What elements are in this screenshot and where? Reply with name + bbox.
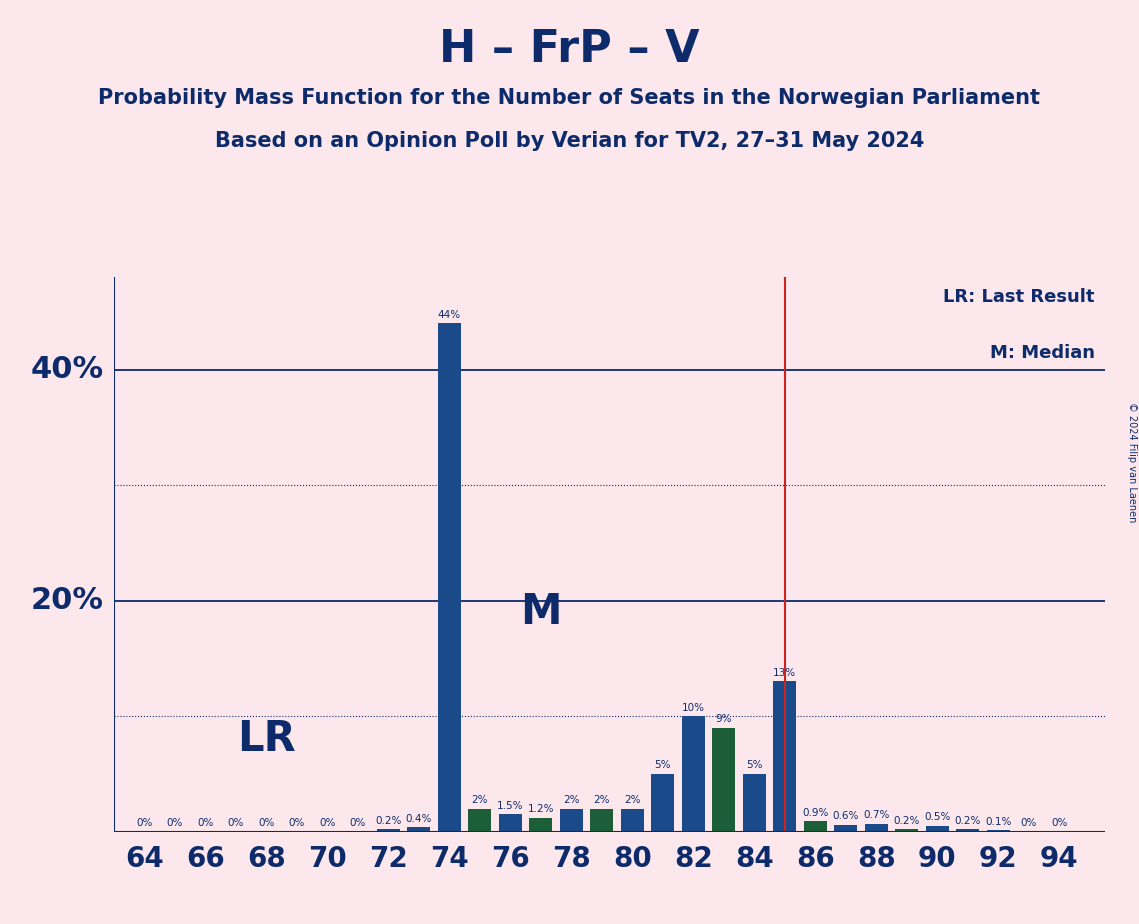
- Bar: [652, 774, 674, 832]
- Text: 1.2%: 1.2%: [527, 804, 554, 814]
- Text: 0.1%: 0.1%: [985, 817, 1011, 827]
- Text: 0%: 0%: [197, 818, 213, 828]
- Text: 0%: 0%: [350, 818, 366, 828]
- Bar: [468, 808, 491, 832]
- Text: 1.5%: 1.5%: [497, 801, 524, 811]
- Text: 0%: 0%: [288, 818, 305, 828]
- Text: © 2024 Filip van Laenen: © 2024 Filip van Laenen: [1126, 402, 1137, 522]
- Bar: [408, 827, 431, 832]
- Bar: [499, 814, 522, 832]
- Bar: [377, 830, 400, 832]
- Text: 9%: 9%: [715, 714, 732, 724]
- Text: 2%: 2%: [593, 795, 611, 805]
- Bar: [559, 808, 583, 832]
- Text: 2%: 2%: [624, 795, 640, 805]
- Text: 44%: 44%: [437, 310, 461, 320]
- Text: M: Median: M: Median: [990, 344, 1095, 361]
- Text: 0%: 0%: [1021, 818, 1036, 828]
- Text: 0.9%: 0.9%: [802, 808, 828, 818]
- Text: 0.4%: 0.4%: [405, 813, 432, 823]
- Bar: [743, 774, 765, 832]
- Bar: [986, 831, 1009, 832]
- Text: Based on an Opinion Poll by Verian for TV2, 27–31 May 2024: Based on an Opinion Poll by Verian for T…: [215, 131, 924, 152]
- Text: 5%: 5%: [746, 760, 762, 771]
- Bar: [865, 823, 887, 832]
- Text: 0%: 0%: [259, 818, 274, 828]
- Text: 0.2%: 0.2%: [954, 816, 981, 826]
- Bar: [834, 824, 857, 832]
- Text: LR: LR: [237, 718, 296, 760]
- Text: Probability Mass Function for the Number of Seats in the Norwegian Parliament: Probability Mass Function for the Number…: [98, 88, 1041, 108]
- Bar: [895, 830, 918, 832]
- Text: 2%: 2%: [472, 795, 487, 805]
- Text: 2%: 2%: [563, 795, 580, 805]
- Text: 0.2%: 0.2%: [375, 816, 402, 826]
- Text: 0.5%: 0.5%: [924, 812, 950, 822]
- Text: 0%: 0%: [228, 818, 244, 828]
- Bar: [590, 808, 613, 832]
- Text: 0%: 0%: [166, 818, 183, 828]
- Text: 0%: 0%: [319, 818, 336, 828]
- Bar: [956, 830, 980, 832]
- Bar: [682, 716, 705, 832]
- Text: 5%: 5%: [655, 760, 671, 771]
- Text: 0.7%: 0.7%: [863, 810, 890, 821]
- Text: H – FrP – V: H – FrP – V: [440, 28, 699, 71]
- Text: 0%: 0%: [137, 818, 153, 828]
- Text: 0.6%: 0.6%: [833, 811, 859, 821]
- Text: 0%: 0%: [1051, 818, 1067, 828]
- Text: 10%: 10%: [682, 702, 705, 712]
- Bar: [712, 728, 735, 832]
- Bar: [773, 682, 796, 832]
- Bar: [804, 821, 827, 832]
- Text: LR: Last Result: LR: Last Result: [943, 288, 1095, 306]
- Bar: [621, 808, 644, 832]
- Text: 13%: 13%: [773, 668, 796, 678]
- Bar: [437, 323, 460, 832]
- Bar: [926, 826, 949, 832]
- Text: 40%: 40%: [31, 355, 104, 384]
- Bar: [530, 818, 552, 832]
- Text: 20%: 20%: [31, 586, 104, 615]
- Text: M: M: [521, 591, 562, 633]
- Text: 0.2%: 0.2%: [893, 816, 920, 826]
